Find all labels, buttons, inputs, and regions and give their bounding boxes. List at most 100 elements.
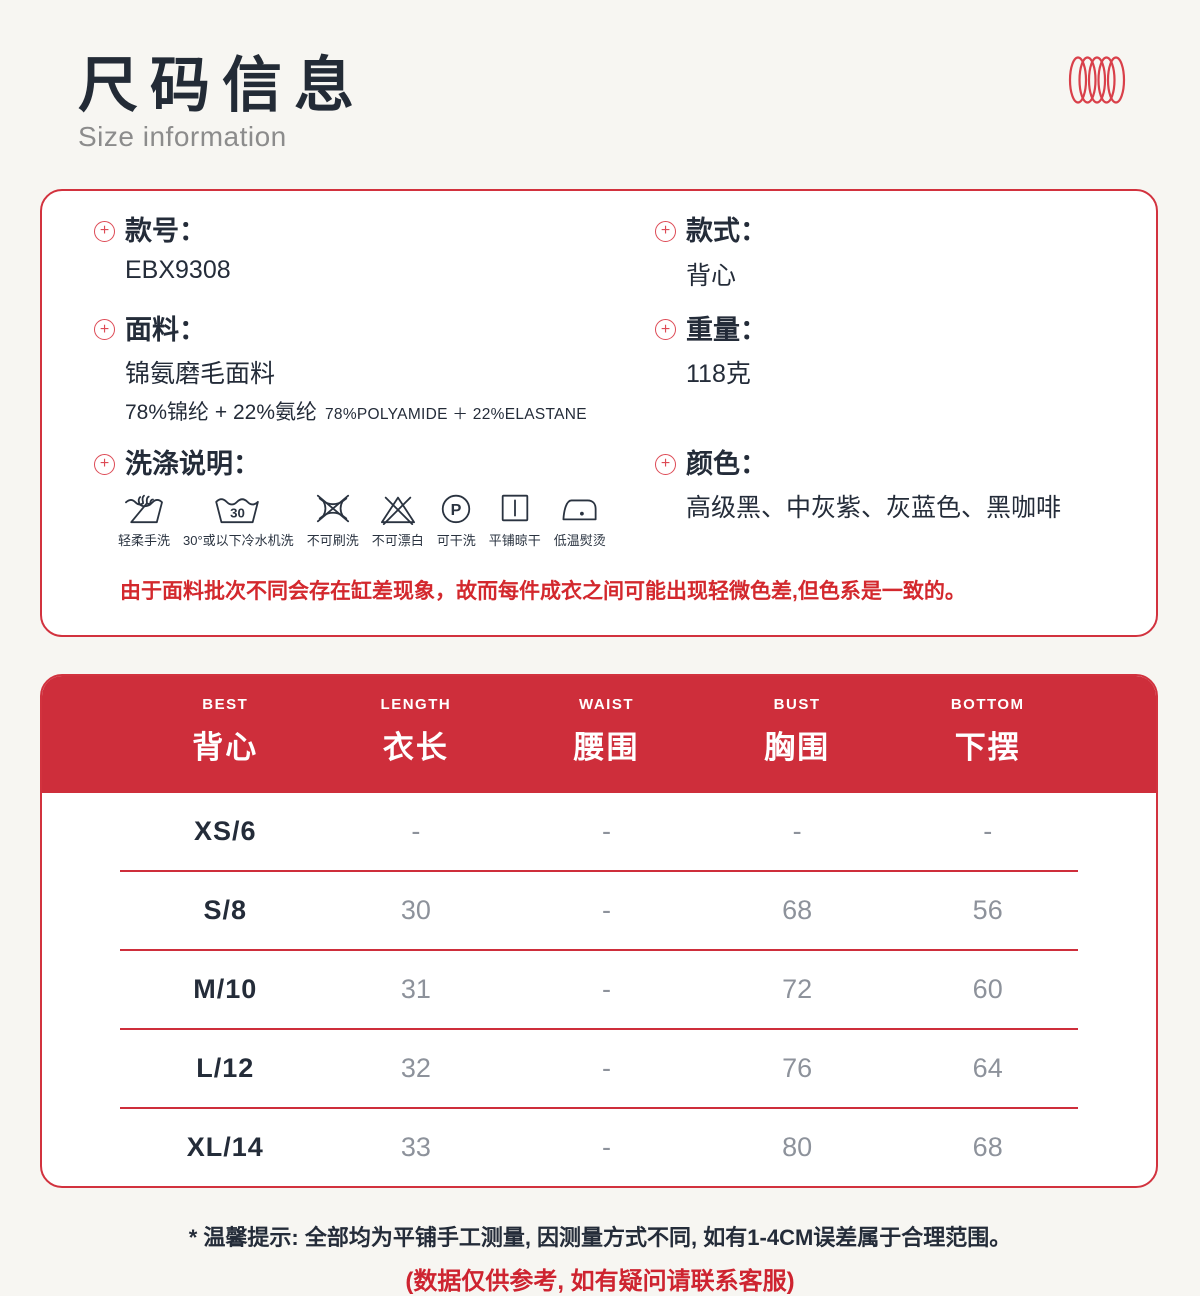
wash-caption: 不可刷洗	[306, 533, 359, 549]
wash-item-flat-dry: 平铺晾干	[489, 490, 541, 549]
color-label-row: 颜色：	[655, 448, 1140, 480]
plus-circle-icon	[94, 453, 115, 475]
row-separator	[120, 1107, 1078, 1110]
machine-wash-30-icon: 30	[215, 498, 260, 524]
wash-label-row: 洗涤说明：	[94, 448, 655, 480]
field-weight: 重量： 118克	[655, 314, 1140, 426]
size-cell: S/8	[203, 895, 248, 926]
column-header-length: LENGTH 衣长	[321, 696, 512, 767]
wash-caption: 平铺晾干	[488, 533, 541, 549]
column-header-en: BUST	[773, 696, 821, 714]
item-number-value: EBX9308	[125, 255, 231, 284]
size-table: BEST 背心 LENGTH 衣长 WAIST 腰围 BUST 胸围 BOTTO…	[40, 674, 1158, 1189]
style-label: 款式：	[686, 216, 767, 247]
wash-item-low-temp-iron: 低温熨烫	[554, 490, 606, 549]
size-table-header: BEST 背心 LENGTH 衣长 WAIST 腰围 BUST 胸围 BOTTO…	[42, 676, 1156, 794]
waist-cell: -	[601, 1053, 611, 1084]
bottom-cell: 60	[972, 974, 1003, 1005]
weight-label-row: 重量：	[655, 314, 1140, 346]
flat-dry-icon	[501, 495, 528, 522]
table-row-xl: XL/14 33 - 80 68	[42, 1109, 1156, 1186]
weight-value: 118克	[686, 359, 751, 388]
wash-30-glyph: 30	[230, 506, 245, 521]
column-header-bust: BUST 胸围	[702, 696, 893, 767]
wash-caption: 低温熨烫	[553, 533, 606, 549]
product-info-grid: 款号： EBX9308 款式： 背心 面料： 锦氨磨毛面料 78%锦纶 + 22	[42, 215, 1156, 549]
table-row-s: S/8 30 - 68 56	[42, 872, 1156, 949]
product-info-card: 款号： EBX9308 款式： 背心 面料： 锦氨磨毛面料 78%锦纶 + 22	[40, 189, 1158, 638]
column-header-cn: 背心	[192, 730, 259, 766]
plus-circle-icon	[655, 453, 676, 475]
column-header-cn: 胸围	[764, 730, 831, 766]
length-cell: 32	[400, 1053, 431, 1084]
wash-caption: 轻柔手洗	[118, 533, 171, 549]
column-header-en: WAIST	[578, 696, 634, 714]
fabric-composition-cn: 78%锦纶 + 22%氨纶	[125, 400, 317, 424]
plus-circle-icon	[655, 319, 676, 341]
row-separator	[120, 870, 1078, 873]
length-cell: 30	[400, 895, 431, 926]
wash-item-hand-wash: 轻柔手洗	[118, 490, 170, 549]
bust-cell: 72	[782, 974, 813, 1005]
wash-caption: 30°或以下冷水机洗	[183, 533, 294, 549]
length-cell: 31	[400, 974, 431, 1005]
dry-clean-icon: P	[442, 495, 471, 524]
size-info-page: 尺码信息 Size information 款号： EBX9308	[0, 0, 1200, 1261]
waist-cell: -	[601, 1132, 611, 1163]
field-color: 颜色： 高级黑、中灰紫、灰蓝色、黑咖啡	[655, 448, 1140, 549]
bust-cell: -	[792, 816, 802, 847]
style-label-row: 款式：	[655, 215, 1140, 247]
plus-circle-icon	[655, 220, 676, 242]
do-not-scrub-icon	[316, 495, 349, 523]
low-temp-iron-icon	[562, 499, 597, 521]
size-cell: L/12	[196, 1053, 255, 1084]
row-separator	[120, 949, 1078, 952]
style-value: 背心	[686, 261, 737, 290]
length-cell: -	[411, 816, 421, 847]
bottom-cell: 64	[972, 1053, 1003, 1084]
row-separator	[120, 1028, 1078, 1031]
fabric-label-row: 面料：	[94, 314, 655, 346]
page-header: 尺码信息 Size information	[0, 0, 1200, 153]
table-row-m: M/10 31 - 72 60	[42, 951, 1156, 1028]
table-row-l: L/12 32 - 76 64	[42, 1030, 1156, 1107]
wash-care-icons-row: 轻柔手洗 30 30°或以下冷水机洗	[118, 490, 655, 549]
plus-circle-icon	[94, 220, 115, 242]
column-header-cn: 衣长	[382, 730, 449, 766]
wash-item-dry-clean: P 可干洗	[437, 490, 476, 549]
hand-wash-icon	[125, 495, 163, 524]
bottom-cell: 68	[972, 1132, 1003, 1163]
column-header-best: BEST 背心	[130, 696, 321, 767]
plus-circle-icon	[94, 319, 115, 341]
fabric-composition: 78%锦纶 + 22%氨纶 78%POLYAMIDE ＋ 22%ELASTANE	[125, 396, 655, 426]
bust-cell: 80	[782, 1132, 813, 1163]
size-cell: M/10	[193, 974, 258, 1005]
column-header-en: BOTTOM	[950, 696, 1025, 714]
waist-cell: -	[601, 974, 611, 1005]
field-fabric: 面料： 锦氨磨毛面料 78%锦纶 + 22%氨纶 78%POLYAMIDE ＋ 2…	[94, 314, 655, 426]
field-style: 款式： 背心	[655, 215, 1140, 291]
page-subtitle: Size information	[78, 121, 287, 153]
column-header-en: LENGTH	[380, 696, 452, 714]
spring-coil-icon	[1068, 56, 1126, 104]
wash-item-machine-wash-30: 30 30°或以下冷水机洗	[183, 490, 294, 549]
column-header-cn: 腰围	[573, 730, 640, 766]
field-wash-instructions: 洗涤说明： 轻柔手洗 30	[94, 448, 655, 549]
reference-note: (数据仅供参考, 如有疑问请联系客服)	[405, 1268, 795, 1296]
wash-label: 洗涤说明：	[125, 448, 260, 479]
page-title: 尺码信息	[78, 52, 366, 119]
column-header-waist: WAIST 腰围	[511, 696, 702, 767]
item-number-label-row: 款号：	[94, 215, 655, 247]
wash-caption: 可干洗	[436, 533, 476, 549]
column-header-bottom: BOTTOM 下摆	[892, 696, 1083, 767]
bust-cell: 68	[782, 895, 813, 926]
waist-cell: -	[601, 895, 611, 926]
size-cell: XS/6	[194, 816, 257, 847]
color-difference-note: 由于面料批次不同会存在缸差现象，故而每件成衣之间可能出现轻微色差,但色系是一致的…	[120, 580, 966, 604]
wash-item-do-not-scrub: 不可刷洗	[307, 490, 359, 549]
bottom-cell: 56	[972, 895, 1003, 926]
fabric-composition-en: 78%POLYAMIDE ＋ 22%ELASTANE	[325, 405, 587, 423]
fabric-value: 锦氨磨毛面料	[125, 359, 276, 388]
wash-caption: 不可漂白	[371, 533, 424, 549]
weight-label: 重量：	[686, 314, 767, 345]
